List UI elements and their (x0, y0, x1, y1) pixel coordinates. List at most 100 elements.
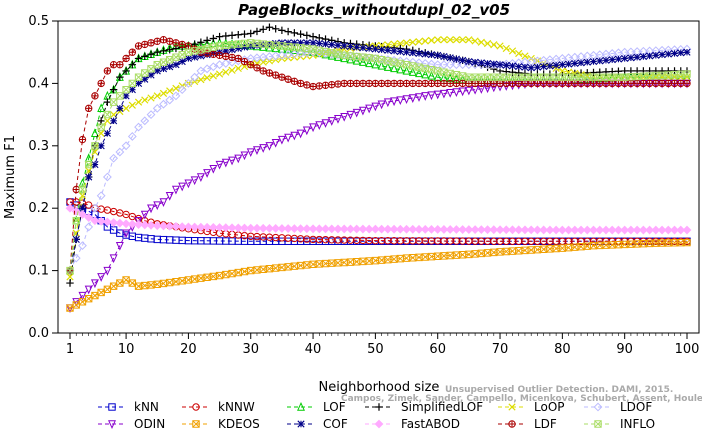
point-cof (614, 55, 623, 63)
point-cof (452, 55, 460, 63)
point-kdeos (290, 262, 299, 270)
point-fastabod (383, 224, 393, 234)
point-cof (658, 51, 666, 59)
legend-item-knnw: kNNW (182, 400, 255, 414)
point-loop (153, 92, 161, 100)
point-ldf (284, 75, 292, 83)
point-ldof (202, 64, 212, 74)
point-kdeos (184, 276, 193, 284)
point-simplifiedlof (147, 50, 155, 58)
point-odin (452, 88, 461, 97)
point-cof (134, 79, 143, 87)
point-ldof (146, 110, 156, 120)
legend-marker (192, 403, 200, 411)
point-loop (508, 47, 517, 55)
point-inflo (84, 160, 93, 169)
point-fastabod (663, 225, 673, 235)
point-simplifiedlof (166, 46, 174, 54)
series-fastabod (65, 203, 692, 235)
legend-item-knn: kNN (98, 400, 159, 414)
point-ldf (521, 79, 529, 88)
point-loop (228, 66, 236, 74)
point-fastabod (451, 225, 461, 234)
point-ldf (508, 79, 517, 88)
point-ldof (314, 48, 324, 58)
point-odin (178, 182, 187, 192)
point-inflo (228, 41, 236, 49)
point-loop (134, 98, 143, 106)
point-cof (459, 56, 467, 64)
point-inflo (91, 142, 99, 150)
point-lof (90, 128, 99, 138)
point-loop (402, 39, 411, 47)
legend-item-cof: COF (287, 417, 348, 431)
point-kdeos (247, 266, 255, 275)
point-ldf (91, 92, 99, 100)
point-ldf (558, 79, 567, 88)
x-axis: 1 10 20 30 40 50 60 70 80 90 100 (66, 333, 699, 357)
point-simplifiedlof (253, 27, 261, 36)
point-kdeos (271, 264, 280, 272)
point-loop (396, 39, 404, 48)
x-tick-label: 30 (242, 342, 259, 357)
point-odin (408, 94, 417, 103)
point-ldf (683, 79, 691, 88)
point-kdeos (172, 278, 180, 286)
point-ldf (365, 79, 373, 88)
point-lof (203, 39, 212, 48)
point-lof (421, 69, 430, 79)
point-ldof (208, 62, 218, 72)
point-kdeos (97, 288, 105, 297)
point-cof (284, 39, 292, 47)
point-cof (297, 39, 305, 47)
point-fastabod (595, 225, 605, 235)
legend-label: kNNW (218, 400, 255, 414)
legend-item-ldf: LDF (498, 417, 557, 431)
point-inflo (234, 40, 242, 48)
point-loop (502, 44, 510, 53)
point-cof (315, 39, 323, 48)
point-ldof (445, 60, 455, 70)
credit-line-1: Unsupervised Outlier Detection. DAMI, 20… (445, 385, 673, 395)
point-fastabod (557, 225, 567, 235)
point-fastabod (352, 224, 362, 234)
point-kdeos (259, 265, 267, 274)
point-cof (334, 41, 342, 49)
point-knnw (84, 201, 93, 209)
point-loop (172, 84, 180, 93)
point-inflo (72, 216, 80, 225)
point-ldf (271, 71, 280, 79)
plot-area (65, 23, 692, 314)
point-cof (552, 61, 560, 69)
point-kdeos (134, 282, 143, 290)
point-fastabod (277, 224, 287, 233)
point-fastabod (445, 225, 455, 234)
point-simplifiedlof (508, 68, 517, 76)
point-ldf (564, 79, 573, 88)
point-simplifiedlof (645, 67, 654, 75)
point-ldf (141, 40, 149, 49)
point-ldof (159, 99, 168, 109)
point-cof (627, 54, 635, 62)
point-ldof (121, 141, 131, 151)
point-fastabod (314, 224, 324, 234)
legend-label: COF (323, 417, 348, 431)
point-cof (508, 62, 517, 70)
point-fastabod (514, 225, 524, 235)
point-ldf (440, 79, 448, 88)
chart-title: PageBlocks_withoutdupl_02_v05 (238, 1, 510, 19)
point-simplifiedlof (116, 73, 124, 81)
point-odin (196, 173, 205, 183)
point-simplifiedlof (652, 67, 660, 75)
point-cof (103, 129, 111, 137)
point-fastabod (657, 225, 667, 235)
point-ldf (259, 67, 267, 75)
point-fastabod (464, 225, 474, 234)
point-loop (222, 68, 230, 76)
point-fastabod (576, 225, 586, 235)
point-cof (384, 46, 392, 54)
point-ldof (184, 78, 193, 88)
point-ldf (608, 79, 616, 88)
point-simplifiedlof (128, 60, 137, 69)
